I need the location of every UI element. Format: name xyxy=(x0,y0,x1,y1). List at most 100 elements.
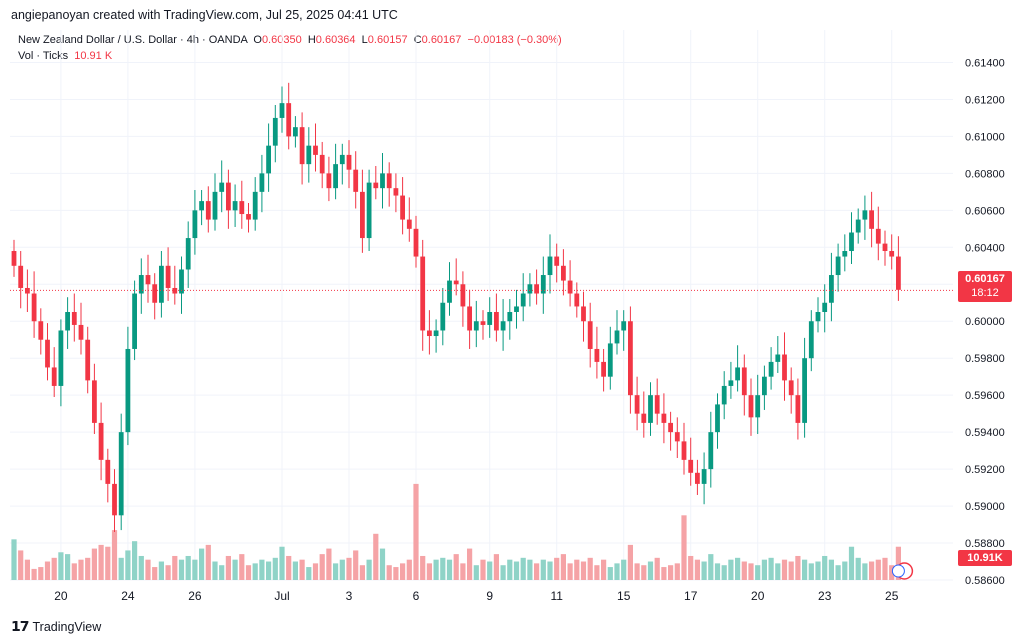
candle-body xyxy=(239,201,245,215)
candle-body xyxy=(695,472,700,484)
candle-body xyxy=(232,201,238,211)
candle-body xyxy=(641,413,647,423)
chart-plot[interactable]: 0.61400 0.61200 0.61000 0.60800 0.60600 0.604… xyxy=(10,30,1005,603)
volume-bar xyxy=(480,559,486,580)
candle-body xyxy=(514,306,519,312)
volume-bar xyxy=(594,565,600,580)
volume-bar xyxy=(647,561,654,580)
candle-body xyxy=(460,284,466,307)
candle-body xyxy=(219,182,225,192)
volume-bar xyxy=(125,550,131,580)
volume-bar xyxy=(306,567,312,580)
candle-body xyxy=(815,312,821,322)
volume-bar xyxy=(701,561,707,580)
candle-body xyxy=(360,191,365,239)
y-tick-label: 0.60600 xyxy=(965,205,1005,217)
candle-body xyxy=(668,422,673,433)
volume-bar xyxy=(118,557,124,580)
volume-bar xyxy=(138,555,144,580)
volume-bar xyxy=(634,563,640,580)
candle-body xyxy=(869,210,874,229)
volume-bar xyxy=(828,559,834,580)
candle-body xyxy=(808,321,814,359)
volume-bar xyxy=(862,563,868,580)
y-tick-label: 0.58600 xyxy=(965,575,1005,587)
candle-body xyxy=(768,361,774,377)
volume-bar xyxy=(232,559,238,580)
candle-body xyxy=(118,432,124,516)
volume-bar xyxy=(279,546,285,580)
volume-bar xyxy=(534,563,540,580)
volume-bar xyxy=(386,565,392,580)
volume-bar xyxy=(540,559,546,580)
candle-body xyxy=(494,312,499,331)
volume-bar xyxy=(668,565,674,580)
candle-body xyxy=(802,358,807,423)
candle-body xyxy=(386,173,392,189)
volume-bar xyxy=(252,563,258,580)
candle-body xyxy=(313,145,318,155)
y-tick-label: 0.61400 xyxy=(965,57,1005,69)
volume-bar xyxy=(91,548,97,580)
volume-bar xyxy=(654,557,660,580)
volume-bar xyxy=(192,559,198,580)
candle-body xyxy=(788,380,794,396)
volume-bar xyxy=(835,565,841,580)
candle-body xyxy=(614,330,620,344)
candle-body xyxy=(440,302,446,331)
candle-body xyxy=(540,275,546,294)
y-tick-label: 0.60800 xyxy=(965,168,1005,180)
volume-bar xyxy=(735,557,741,580)
candle-body xyxy=(473,321,479,331)
volume-bar xyxy=(24,559,30,580)
candle-body xyxy=(520,293,526,307)
volume-bar xyxy=(105,546,111,580)
volume-bar xyxy=(152,567,158,580)
volume-bar xyxy=(51,557,57,580)
candle-body xyxy=(212,191,218,220)
candle-body xyxy=(581,306,586,322)
volume-bar xyxy=(292,561,298,580)
candle-body xyxy=(567,280,573,294)
candle-body xyxy=(842,251,848,257)
candle-body xyxy=(25,287,30,294)
candle-body xyxy=(272,117,278,146)
change-value: −0.00183 (−0.30%) xyxy=(467,34,562,46)
candle-body xyxy=(185,238,191,270)
volume-bar xyxy=(353,550,359,580)
candle-body xyxy=(179,269,184,294)
volume-bar xyxy=(212,561,218,580)
volume-bar xyxy=(38,567,44,580)
candle-body xyxy=(896,256,901,290)
candle-body xyxy=(319,154,325,174)
volume-bar xyxy=(199,548,205,580)
volume-bar xyxy=(393,567,399,580)
volume-bar xyxy=(145,559,151,580)
symbol-title[interactable]: New Zealand Dollar / U.S. Dollar · 4h · … xyxy=(18,34,248,46)
y-tick-label: 0.59200 xyxy=(965,464,1005,476)
candle-body xyxy=(132,293,137,349)
volume-bar xyxy=(58,552,64,580)
volume-bar xyxy=(842,561,848,580)
volume-bar xyxy=(513,561,520,580)
candle-body xyxy=(735,367,740,381)
candle-body xyxy=(380,173,385,189)
volume-bar xyxy=(326,548,332,580)
chart-credit: angiepanoyan created with TradingView.co… xyxy=(11,8,398,22)
volume-bar xyxy=(272,557,278,580)
volume-bar xyxy=(225,555,231,580)
x-tick-label: 26 xyxy=(188,589,202,603)
x-tick-label: 23 xyxy=(818,589,832,603)
candle-body xyxy=(138,275,144,294)
y-tick-label: 0.58800 xyxy=(965,538,1005,550)
candle-body xyxy=(534,284,539,294)
volume-label[interactable]: Vol · Ticks xyxy=(18,50,69,62)
candle-body xyxy=(31,293,37,322)
brand-name: TradingView xyxy=(32,619,102,634)
candle-body xyxy=(755,395,761,418)
tradingview-footer[interactable]: 𝟭𝟳 TradingView xyxy=(11,618,101,635)
y-tick-label: 0.61000 xyxy=(965,131,1005,143)
low-label: L xyxy=(361,34,368,46)
volume-bar xyxy=(98,544,104,580)
candle-body xyxy=(594,348,600,362)
